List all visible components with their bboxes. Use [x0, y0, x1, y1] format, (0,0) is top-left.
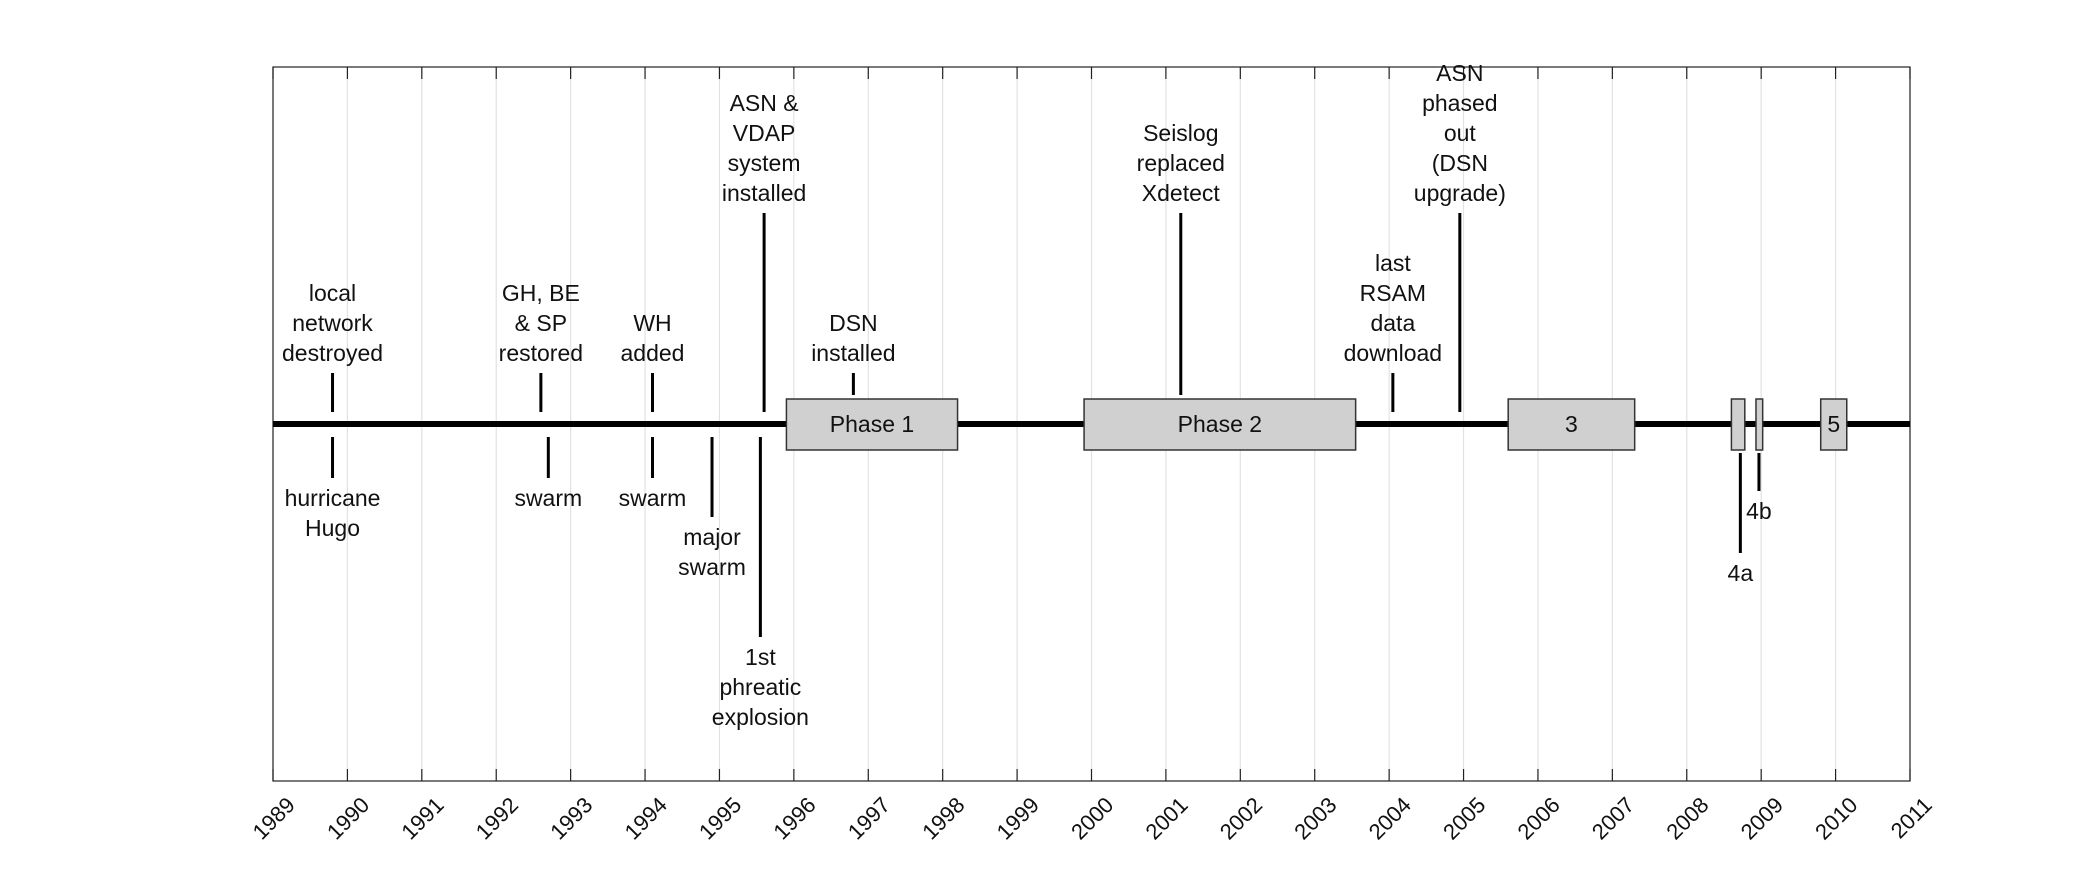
x-tick-label: 2006: [1513, 792, 1565, 844]
event-label: swarm: [678, 554, 746, 580]
event-label: out: [1444, 120, 1477, 146]
x-tick-label: 1996: [768, 792, 820, 844]
x-tick-label: 1994: [620, 792, 672, 844]
event-label: data: [1370, 310, 1415, 336]
period-box: [1755, 398, 1764, 451]
event-label: VDAP: [733, 120, 796, 146]
event-label: ASN &: [730, 90, 799, 116]
event-label: (DSN: [1432, 150, 1488, 176]
period-box: [1507, 398, 1636, 451]
event-label: added: [621, 340, 685, 366]
x-tick-label: 1992: [471, 792, 523, 844]
event-label: & SP: [515, 310, 567, 336]
event-label: system: [728, 150, 801, 176]
events-below: hurricane Hugo swarm swarm major swarm 1st phre…: [285, 437, 1772, 730]
x-tick-label: 1993: [545, 792, 597, 844]
x-axis: 1989 1990 1991 1992 1993 1994 1995 1996 1997 1998…: [248, 67, 1937, 844]
x-tick-label: 1998: [917, 792, 969, 844]
event-label: local: [309, 280, 356, 306]
period-box: [1730, 398, 1746, 451]
event-label: GH, BE: [502, 280, 580, 306]
x-tick-label: 1999: [992, 792, 1044, 844]
event-label: 4a: [1728, 560, 1754, 586]
period-box: [1083, 398, 1357, 451]
event-label: download: [1344, 340, 1442, 366]
event-label: RSAM: [1360, 280, 1426, 306]
x-tick-label: 1991: [396, 792, 448, 844]
event-label: swarm: [514, 485, 582, 511]
event-label: network: [292, 310, 373, 336]
x-tick-label: 2009: [1736, 792, 1788, 844]
period-label: Phase 2: [1178, 411, 1262, 437]
event-label: installed: [811, 340, 895, 366]
event-label: hurricane: [285, 485, 381, 511]
event-label: last: [1375, 250, 1411, 276]
event-label: installed: [722, 180, 806, 206]
event-label: major: [683, 524, 741, 550]
x-tick-label: 1989: [248, 792, 300, 844]
event-label: upgrade): [1414, 180, 1506, 206]
event-label: swarm: [619, 485, 687, 511]
x-tick-label: 2005: [1438, 792, 1490, 844]
event-label: ASN: [1436, 60, 1483, 86]
x-tick-label: 2003: [1289, 792, 1341, 844]
event-label: 4b: [1746, 498, 1772, 524]
event-label: Seislog: [1143, 120, 1218, 146]
event-label: phreatic: [719, 674, 801, 700]
event-label: 1st: [745, 644, 776, 670]
periods: Phase 1 Phase 2 3 5: [785, 398, 1848, 451]
x-tick-label: 1995: [694, 792, 746, 844]
x-tick-label: 2004: [1364, 792, 1416, 844]
x-tick-label: 2010: [1810, 792, 1862, 844]
event-label: Hugo: [305, 515, 360, 541]
x-tick-label: 2001: [1140, 792, 1192, 844]
x-tick-label: 2008: [1661, 792, 1713, 844]
event-label: phased: [1422, 90, 1497, 116]
x-tick-label: 2007: [1587, 792, 1639, 844]
event-label: DSN: [829, 310, 878, 336]
period-label: 5: [1827, 411, 1840, 437]
x-tick-label: 1990: [322, 792, 374, 844]
x-tick-label: 2000: [1066, 792, 1118, 844]
period-box: [785, 398, 959, 451]
event-label: restored: [499, 340, 583, 366]
x-tick-label: 1997: [843, 792, 895, 844]
event-label: destroyed: [282, 340, 383, 366]
event-label: explosion: [712, 704, 809, 730]
x-tick-label: 2011: [1886, 792, 1937, 843]
events-above: local network destroyed GH, BE & SP restored W…: [282, 60, 1506, 412]
period-box: [1819, 398, 1848, 451]
event-label: replaced: [1137, 150, 1225, 176]
event-label: Xdetect: [1142, 180, 1221, 206]
event-label: WH: [633, 310, 671, 336]
period-label: Phase 1: [830, 411, 914, 437]
x-tick-label: 2002: [1215, 792, 1267, 844]
period-label: 3: [1565, 411, 1578, 437]
